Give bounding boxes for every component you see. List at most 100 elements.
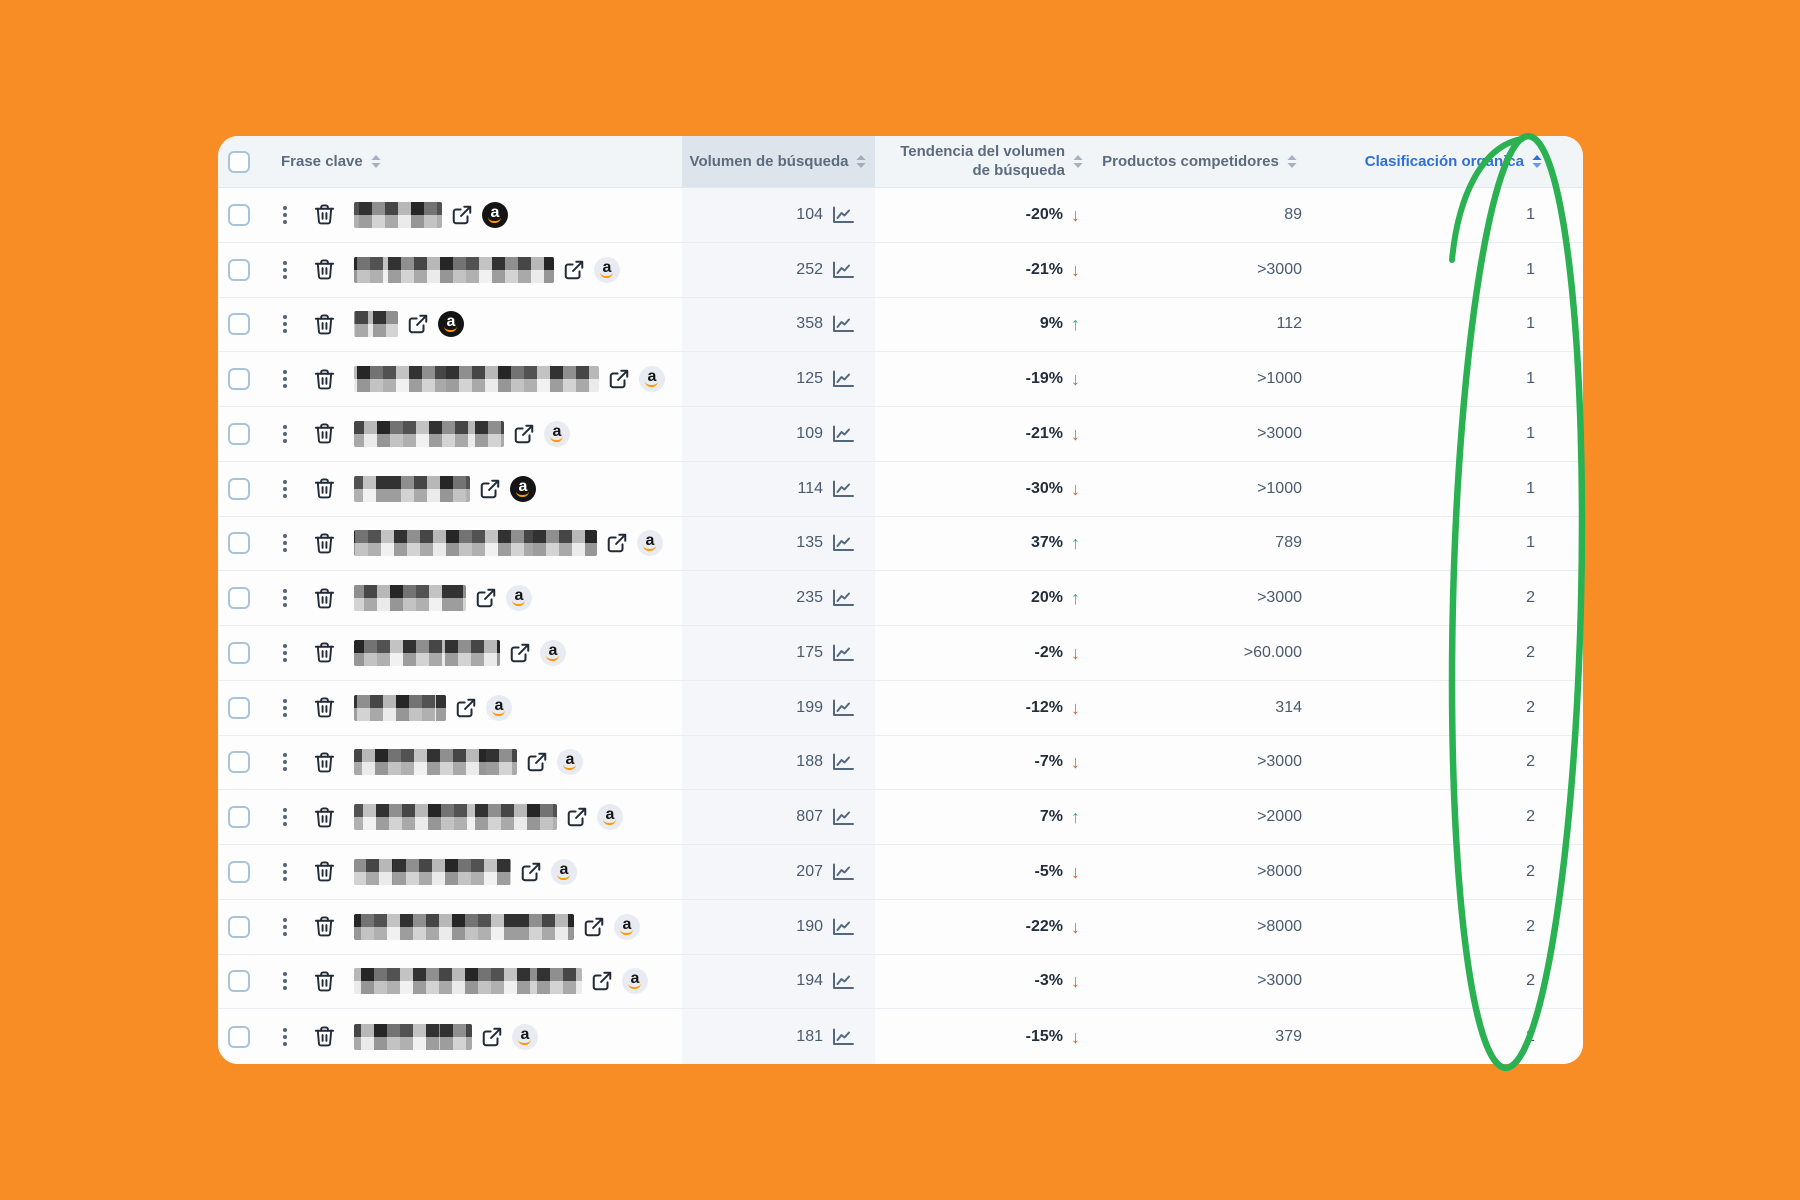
row-checkbox[interactable] xyxy=(228,368,250,391)
amazon-icon[interactable]: a xyxy=(557,749,583,776)
row-menu-button[interactable] xyxy=(279,914,291,940)
amazon-icon[interactable]: a xyxy=(622,968,648,995)
row-checkbox[interactable] xyxy=(228,1025,250,1048)
sort-icon[interactable] xyxy=(1531,154,1543,169)
amazon-icon[interactable]: a xyxy=(510,475,536,502)
sparkline-chart-icon[interactable] xyxy=(832,972,855,990)
row-checkbox[interactable] xyxy=(228,532,250,555)
row-menu-button[interactable] xyxy=(279,366,291,392)
sparkline-chart-icon[interactable] xyxy=(832,808,855,826)
row-checkbox[interactable] xyxy=(228,477,250,500)
sparkline-chart-icon[interactable] xyxy=(832,644,855,662)
delete-keyword-button[interactable] xyxy=(313,313,336,336)
amazon-icon[interactable]: a xyxy=(597,804,623,831)
amazon-icon[interactable]: a xyxy=(639,366,665,393)
sparkline-chart-icon[interactable] xyxy=(832,699,855,717)
delete-keyword-button[interactable] xyxy=(313,258,336,281)
external-link-icon[interactable] xyxy=(566,806,588,828)
row-menu-button[interactable] xyxy=(279,257,291,283)
sparkline-chart-icon[interactable] xyxy=(832,480,855,498)
delete-keyword-button[interactable] xyxy=(313,1025,336,1048)
delete-keyword-button[interactable] xyxy=(313,915,336,938)
row-menu-button[interactable] xyxy=(279,695,291,721)
amazon-icon[interactable]: a xyxy=(551,858,577,885)
delete-keyword-button[interactable] xyxy=(313,587,336,610)
sparkline-chart-icon[interactable] xyxy=(832,534,855,552)
row-menu-button[interactable] xyxy=(279,421,291,447)
delete-keyword-button[interactable] xyxy=(313,368,336,391)
sparkline-chart-icon[interactable] xyxy=(832,753,855,771)
row-checkbox[interactable] xyxy=(228,313,250,336)
row-checkbox[interactable] xyxy=(228,806,250,829)
column-header-trend[interactable]: Tendencia del volumen de búsqueda xyxy=(875,136,1090,187)
amazon-icon[interactable]: a xyxy=(438,311,464,338)
delete-keyword-button[interactable] xyxy=(313,860,336,883)
row-checkbox[interactable] xyxy=(228,860,250,883)
delete-keyword-button[interactable] xyxy=(313,641,336,664)
external-link-icon[interactable] xyxy=(481,1026,503,1048)
sort-icon[interactable] xyxy=(855,154,867,169)
sparkline-chart-icon[interactable] xyxy=(832,206,855,224)
external-link-icon[interactable] xyxy=(591,970,613,992)
amazon-icon[interactable]: a xyxy=(544,420,570,447)
sort-icon[interactable] xyxy=(1072,154,1084,169)
row-checkbox[interactable] xyxy=(228,915,250,938)
row-menu-button[interactable] xyxy=(279,585,291,611)
external-link-icon[interactable] xyxy=(526,751,548,773)
delete-keyword-button[interactable] xyxy=(313,422,336,445)
external-link-icon[interactable] xyxy=(520,861,542,883)
external-link-icon[interactable] xyxy=(606,532,628,554)
row-checkbox[interactable] xyxy=(228,641,250,664)
row-menu-button[interactable] xyxy=(279,476,291,502)
delete-keyword-button[interactable] xyxy=(313,203,336,226)
amazon-icon[interactable]: a xyxy=(594,256,620,283)
sparkline-chart-icon[interactable] xyxy=(832,863,855,881)
row-checkbox[interactable] xyxy=(228,587,250,610)
external-link-icon[interactable] xyxy=(509,642,531,664)
amazon-icon[interactable]: a xyxy=(486,694,512,721)
amazon-icon[interactable]: a xyxy=(506,585,532,612)
delete-keyword-button[interactable] xyxy=(313,970,336,993)
sort-icon[interactable] xyxy=(370,154,382,169)
row-menu-button[interactable] xyxy=(279,530,291,556)
row-menu-button[interactable] xyxy=(279,640,291,666)
external-link-icon[interactable] xyxy=(475,587,497,609)
delete-keyword-button[interactable] xyxy=(313,477,336,500)
row-checkbox[interactable] xyxy=(228,751,250,774)
delete-keyword-button[interactable] xyxy=(313,751,336,774)
row-menu-button[interactable] xyxy=(279,804,291,830)
delete-keyword-button[interactable] xyxy=(313,696,336,719)
sparkline-chart-icon[interactable] xyxy=(832,1028,855,1046)
row-menu-button[interactable] xyxy=(279,202,291,228)
row-checkbox[interactable] xyxy=(228,696,250,719)
row-checkbox[interactable] xyxy=(228,970,250,993)
row-menu-button[interactable] xyxy=(279,859,291,885)
sparkline-chart-icon[interactable] xyxy=(832,589,855,607)
sparkline-chart-icon[interactable] xyxy=(832,261,855,279)
select-all-checkbox[interactable] xyxy=(228,150,250,173)
amazon-icon[interactable]: a xyxy=(540,639,566,666)
row-checkbox[interactable] xyxy=(228,203,250,226)
sparkline-chart-icon[interactable] xyxy=(832,370,855,388)
amazon-icon[interactable]: a xyxy=(614,913,640,940)
column-header-volume[interactable]: Volumen de búsqueda xyxy=(682,136,875,187)
external-link-icon[interactable] xyxy=(513,423,535,445)
delete-keyword-button[interactable] xyxy=(313,532,336,555)
external-link-icon[interactable] xyxy=(455,697,477,719)
column-header-phrase[interactable]: Frase clave xyxy=(265,136,682,187)
amazon-icon[interactable]: a xyxy=(512,1023,538,1050)
row-menu-button[interactable] xyxy=(279,968,291,994)
row-checkbox[interactable] xyxy=(228,422,250,445)
sparkline-chart-icon[interactable] xyxy=(832,315,855,333)
external-link-icon[interactable] xyxy=(451,204,473,226)
column-header-organic-rank[interactable]: Clasificación orgánica xyxy=(1310,136,1583,187)
external-link-icon[interactable] xyxy=(407,313,429,335)
sparkline-chart-icon[interactable] xyxy=(832,425,855,443)
amazon-icon[interactable]: a xyxy=(482,201,508,228)
external-link-icon[interactable] xyxy=(563,259,585,281)
sort-icon[interactable] xyxy=(1286,154,1298,169)
delete-keyword-button[interactable] xyxy=(313,806,336,829)
row-menu-button[interactable] xyxy=(279,1024,291,1050)
column-header-competitors[interactable]: Productos competidores xyxy=(1090,136,1310,187)
external-link-icon[interactable] xyxy=(608,368,630,390)
